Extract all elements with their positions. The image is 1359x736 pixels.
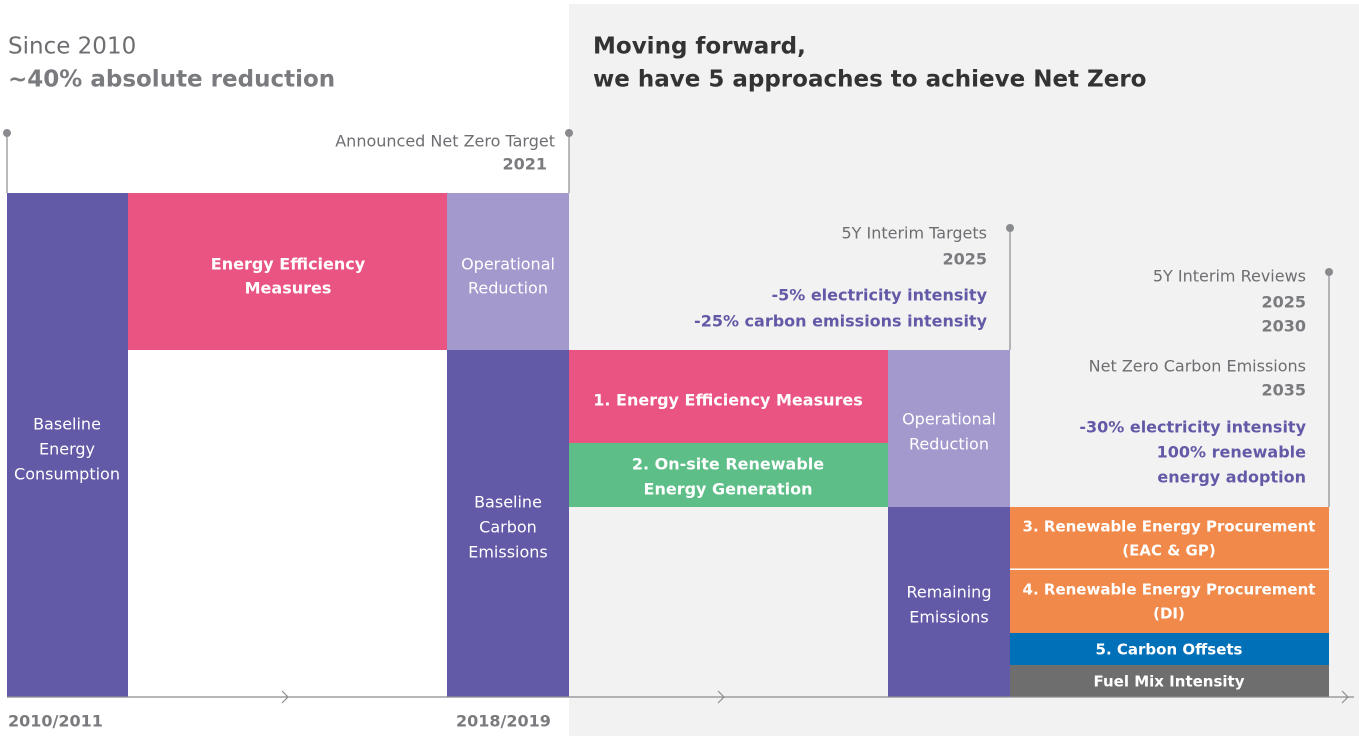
timeline-axis <box>7 690 1354 704</box>
block-label: (EAC & GP) <box>1122 542 1215 560</box>
milestone-title: 5Y Interim Reviews <box>1153 267 1306 286</box>
block-label: 4. Renewable Energy Procurement <box>1023 581 1316 599</box>
block-label: Carbon <box>479 518 537 537</box>
block-label: 1. Energy Efficiency Measures <box>593 391 863 410</box>
block-label: Remaining <box>907 583 992 602</box>
block-label: Measures <box>245 279 332 298</box>
block-label: Energy <box>39 440 95 459</box>
block-label: Energy Generation <box>644 480 813 499</box>
axis-label: 2010/2011 <box>8 712 103 731</box>
block-label: Reduction <box>468 279 548 298</box>
header-text: Moving forward, <box>593 34 806 60</box>
milestone-target: -25% carbon emissions intensity <box>694 312 988 331</box>
milestone-target: 100% renewable <box>1157 443 1307 462</box>
blocks <box>7 193 1329 697</box>
milestone-year: 2035 <box>1261 381 1306 400</box>
milestone-year: 2025 <box>942 250 987 269</box>
milestone-target: energy adoption <box>1157 468 1306 487</box>
milestone-year: 2021 <box>502 155 547 174</box>
block-label: Reduction <box>909 435 989 454</box>
header-text: we have 5 approaches to achieve Net Zero <box>593 67 1146 93</box>
milestone-target: -5% electricity intensity <box>771 286 987 305</box>
block-label: Consumption <box>14 465 120 484</box>
milestone-target: -30% electricity intensity <box>1079 418 1306 437</box>
block-label: 2. On-site Renewable <box>632 455 824 474</box>
block-label: Baseline <box>474 493 542 512</box>
milestone-lines <box>3 129 1333 507</box>
milestone-title: Net Zero Carbon Emissions <box>1089 357 1306 376</box>
milestone-year: 2030 <box>1261 317 1306 336</box>
block-label: Baseline <box>33 415 101 434</box>
block-label: Emissions <box>909 608 989 627</box>
block-label: Emissions <box>468 543 548 562</box>
block-label: 3. Renewable Energy Procurement <box>1023 518 1316 536</box>
milestone-title: 5Y Interim Targets <box>841 224 987 243</box>
header-text: Since 2010 <box>8 34 136 60</box>
block-label: (DI) <box>1153 605 1185 623</box>
milestone-title: Announced Net Zero Target <box>335 132 555 151</box>
block-label: 5. Carbon Offsets <box>1096 641 1243 659</box>
block-label: Operational <box>902 410 996 429</box>
block-label: Fuel Mix Intensity <box>1094 673 1245 691</box>
milestone-year: 2025 <box>1261 293 1306 312</box>
header-text: ~40% absolute reduction <box>8 67 335 93</box>
block-label: Energy Efficiency <box>211 255 366 274</box>
axis-label: 2018/2019 <box>456 712 551 731</box>
block-label: Operational <box>461 255 555 274</box>
